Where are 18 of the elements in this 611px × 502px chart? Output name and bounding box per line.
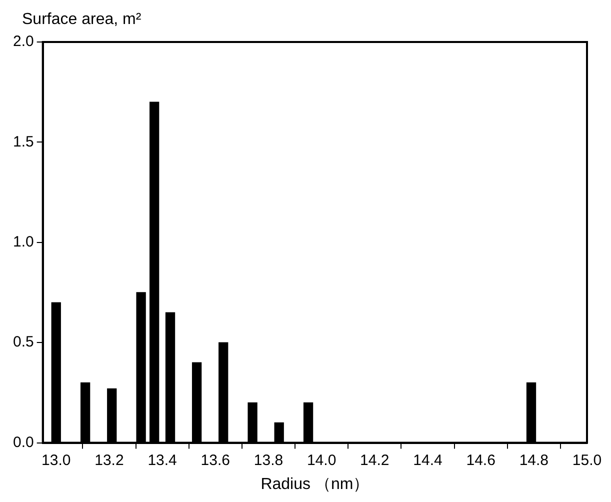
x-tick-label: 14.0 <box>306 452 336 469</box>
x-axis-title: Radius （nm） <box>260 476 370 493</box>
x-tick-label: 14.4 <box>413 452 442 469</box>
y-tick-label: 1.5 <box>12 133 34 150</box>
x-tick-label: 13.2 <box>94 452 124 469</box>
x-tick-label: 14.8 <box>519 452 549 469</box>
x-tick-label: 14.2 <box>360 452 390 469</box>
y-axis-title: Surface area, m² <box>22 11 142 28</box>
y-tick-label: 1.0 <box>12 234 34 251</box>
y-tick-label: 0.0 <box>12 434 34 451</box>
x-tick-label: 15.0 <box>572 452 602 469</box>
x-tick-label: 14.6 <box>466 452 496 469</box>
y-tick-label: 2.0 <box>12 33 34 50</box>
x-tick-label: 13.6 <box>200 452 230 469</box>
y-tick-label: 0.5 <box>12 334 34 351</box>
x-tick-label: 13.0 <box>42 452 71 469</box>
x-tick-label: 13.4 <box>148 452 177 469</box>
x-tick-label: 13.8 <box>254 452 284 469</box>
